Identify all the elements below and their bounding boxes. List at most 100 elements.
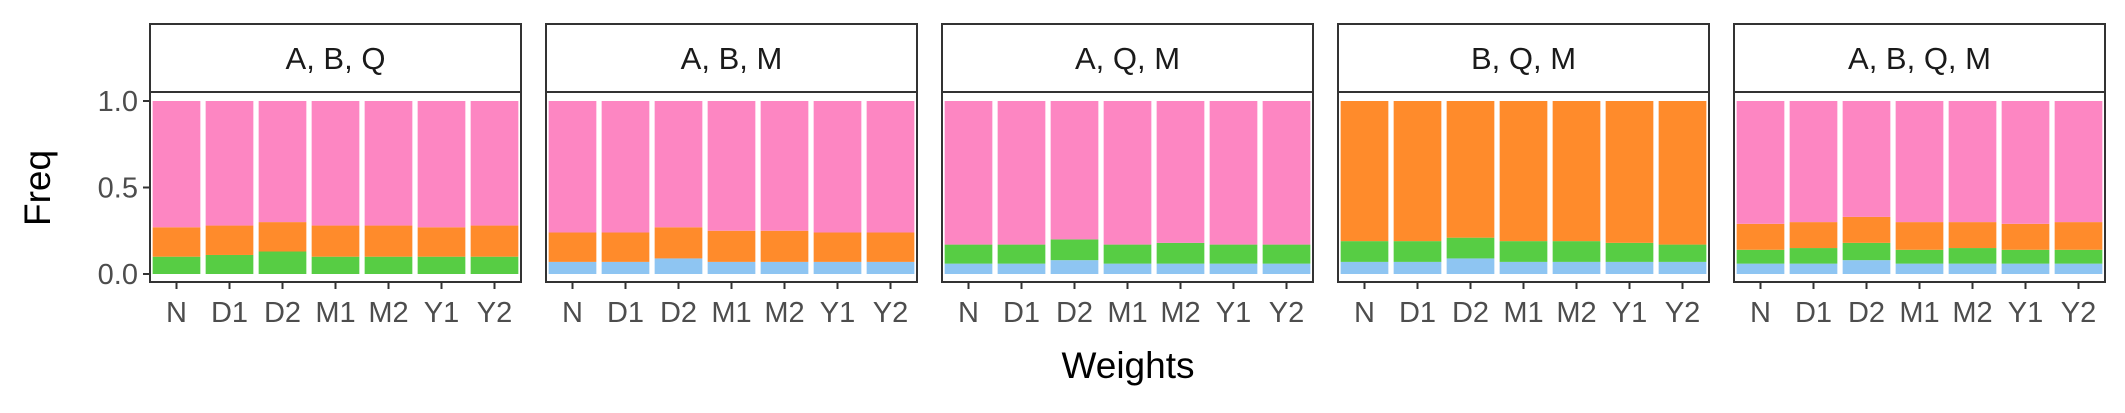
bar-segment-orange — [2054, 222, 2103, 250]
bar-segment-orange — [258, 222, 307, 252]
x-tick-label: D2 — [1452, 297, 1489, 329]
bar-segment-green — [2054, 249, 2103, 264]
y-tick-label: 1.0 — [98, 86, 138, 118]
bar-segment-orange — [1895, 222, 1944, 250]
bar-segment-green — [417, 256, 466, 274]
bar-segment-pink — [1948, 101, 1997, 223]
x-tick-label: M2 — [764, 297, 804, 329]
bar-segment-pink — [2054, 101, 2103, 223]
x-tick-label: N — [166, 297, 187, 329]
panel-2: A, B, M N D1 D2 M1 M2 Y1 Y2 — [545, 23, 918, 329]
bar-segment-green — [944, 244, 993, 264]
bar-segment-green — [1658, 244, 1707, 262]
bar-segment-pink — [1050, 101, 1099, 240]
x-tick-label: N — [958, 297, 979, 329]
panel-5: A, B, Q, M N D1 D2 M1 M2 Y1 Y2 — [1733, 23, 2106, 329]
x-tick-label: Y1 — [1216, 297, 1251, 329]
bar-segment-orange — [654, 227, 703, 259]
bar-segment-light-blue — [1393, 261, 1442, 274]
bar-segment-orange — [760, 230, 809, 262]
bar-segment-orange — [1552, 101, 1601, 242]
bar-segment-pink — [364, 101, 413, 226]
bar-segment-light-blue — [548, 261, 597, 274]
panel-strip — [941, 23, 1314, 93]
bar-segment-green — [311, 256, 360, 274]
x-tick-label: M2 — [1160, 297, 1200, 329]
bar-segment-orange — [1736, 223, 1785, 250]
x-tick-label: Y2 — [873, 297, 908, 329]
x-tick-label: D1 — [211, 297, 248, 329]
bar-segment-pink — [258, 101, 307, 223]
bar-segment-pink — [1262, 101, 1311, 245]
bar-segment-pink — [311, 101, 360, 226]
bar-segment-orange — [707, 230, 756, 262]
x-tick-label: Y2 — [1665, 297, 1700, 329]
x-tick-label: Y1 — [820, 297, 855, 329]
bar-segment-green — [997, 244, 1046, 264]
x-axis-title: Weights — [1062, 345, 1195, 386]
bar-segment-green — [470, 256, 519, 274]
bar-segment-orange — [1948, 222, 1997, 249]
bar-segment-light-blue — [1736, 263, 1785, 274]
x-tick-label: M1 — [711, 297, 751, 329]
bar-segment-light-blue — [866, 261, 915, 274]
panel-strip — [1733, 23, 2106, 93]
x-tick-label: Y2 — [477, 297, 512, 329]
panel-title: B, Q, M — [1471, 41, 1576, 76]
x-tick-label: D1 — [1795, 297, 1832, 329]
bar-segment-pink — [866, 101, 915, 233]
bar-segment-light-blue — [1103, 263, 1152, 274]
bar-segment-orange — [364, 225, 413, 257]
x-tick-label: N — [1354, 297, 1375, 329]
x-tick-label: M2 — [1556, 297, 1596, 329]
bar-segment-orange — [1340, 101, 1389, 242]
y-tick-label: 0.5 — [98, 173, 138, 205]
x-tick-label: Y2 — [2061, 297, 2096, 329]
bar-segment-orange — [205, 225, 254, 255]
bar-segment-green — [364, 256, 413, 274]
bar-segment-orange — [470, 225, 519, 257]
bar-segment-green — [2001, 249, 2050, 264]
x-tick-label: N — [1750, 297, 1771, 329]
panel-title: A, B, Q, M — [1848, 41, 1991, 76]
panel-title: A, Q, M — [1075, 41, 1180, 76]
bar-segment-orange — [548, 232, 597, 262]
x-tick-label: D1 — [1003, 297, 1040, 329]
y-tick-label: 0.0 — [98, 259, 138, 291]
x-tick-label: M1 — [315, 297, 355, 329]
x-tick-label: M2 — [1952, 297, 1992, 329]
x-tick-label: D1 — [607, 297, 644, 329]
bar-segment-pink — [654, 101, 703, 228]
bar-segment-orange — [1446, 101, 1495, 238]
bar-segment-light-blue — [1658, 261, 1707, 274]
bar-segment-light-blue — [944, 263, 993, 274]
bar-segment-pink — [944, 101, 993, 245]
bar-segment-pink — [813, 101, 862, 233]
bar-segment-light-blue — [2001, 263, 2050, 274]
bar-segment-pink — [1103, 101, 1152, 245]
bar-segment-light-blue — [2054, 263, 2103, 274]
bar-segment-orange — [813, 232, 862, 262]
bar-segment-pink — [1156, 101, 1205, 243]
panel-strip — [149, 23, 522, 93]
bar-segment-pink — [1736, 101, 1785, 224]
x-tick-label: M1 — [1107, 297, 1147, 329]
bar-segment-pink — [1895, 101, 1944, 223]
bar-segment-light-blue — [601, 261, 650, 274]
bar-segment-green — [1050, 239, 1099, 261]
bar-segment-green — [152, 256, 201, 274]
bar-segment-green — [205, 254, 254, 274]
bar-segment-pink — [707, 101, 756, 231]
bar-segment-green — [1552, 241, 1601, 262]
bar-segment-orange — [1789, 222, 1838, 249]
bar-segment-light-blue — [1842, 260, 1891, 274]
bar-segment-light-blue — [1895, 263, 1944, 274]
bar-segment-green — [1605, 242, 1654, 262]
bar-segment-light-blue — [997, 263, 1046, 274]
bar-segment-light-blue — [1340, 261, 1389, 274]
bar-segment-green — [1156, 242, 1205, 264]
panel-4: B, Q, M N D1 D2 M1 M2 Y1 Y2 — [1337, 23, 1710, 329]
bar-segment-light-blue — [654, 258, 703, 274]
bar-segment-green — [1262, 244, 1311, 264]
bar-segment-light-blue — [760, 261, 809, 274]
